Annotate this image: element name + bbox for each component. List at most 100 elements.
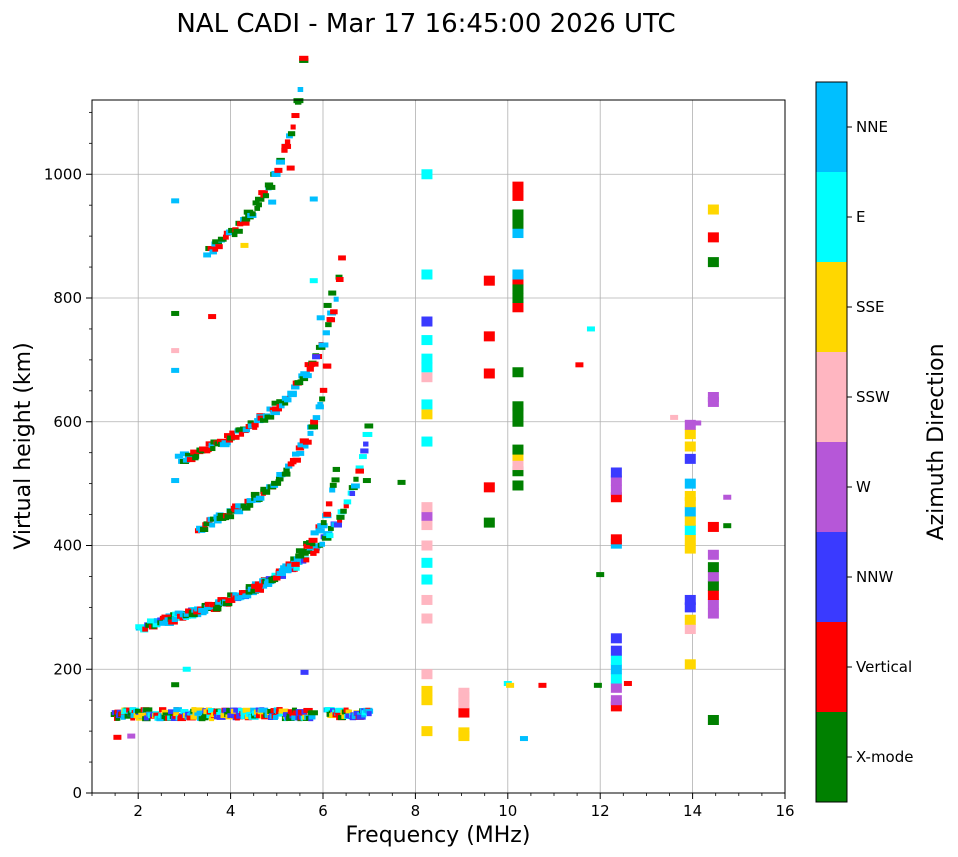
echo-mark — [246, 502, 254, 508]
echo-mark — [259, 417, 269, 423]
echo-mark — [232, 592, 238, 598]
echo-mark — [186, 457, 196, 463]
echo-mark — [586, 326, 595, 332]
echo-mark — [220, 713, 228, 719]
echo-mark — [251, 713, 257, 719]
echo-mark — [266, 406, 273, 412]
echo-mark — [216, 711, 224, 717]
echo-mark — [308, 714, 316, 720]
echo-mark — [281, 147, 288, 153]
echo-mark — [171, 616, 178, 622]
y-tick-label: 1000 — [44, 165, 82, 183]
echo-mark — [297, 379, 303, 385]
echo-mark — [421, 574, 433, 585]
echo-mark — [684, 534, 696, 545]
echo-mark — [421, 685, 433, 696]
echo-mark — [596, 572, 605, 578]
echo-mark — [707, 257, 719, 268]
echo-mark — [336, 514, 345, 520]
echo-mark — [610, 673, 622, 684]
echo-mark — [173, 711, 180, 717]
echo-mark — [345, 709, 353, 715]
echo-mark — [243, 593, 252, 599]
echo-mark — [206, 713, 212, 719]
echo-mark — [512, 228, 524, 239]
echo-mark — [152, 622, 161, 628]
echo-mark — [512, 218, 524, 229]
echo-mark — [421, 409, 433, 420]
echo-mark — [421, 372, 433, 383]
colorbar-swatch-nnw — [816, 532, 847, 622]
echo-mark — [291, 707, 297, 713]
echo-mark — [284, 139, 291, 145]
echo-mark — [421, 269, 433, 280]
echo-mark — [182, 666, 191, 672]
echo-mark — [161, 709, 170, 715]
echo-mark — [213, 606, 222, 612]
echo-mark — [512, 190, 524, 201]
echo-mark — [204, 601, 213, 607]
echo-mark — [707, 562, 719, 573]
echo-mark — [278, 568, 285, 574]
echo-mark — [319, 387, 328, 393]
echo-mark — [292, 457, 301, 463]
chart-title: NAL CADI - Mar 17 16:45:00 2026 UTC — [176, 9, 675, 39]
echo-mark — [458, 727, 470, 738]
echo-mark — [421, 510, 433, 521]
colorbar: X-mode Vertical NNW W SSW SSE E NNE — [815, 81, 913, 803]
echo-mark — [115, 715, 121, 721]
y-tick-label: 600 — [53, 413, 82, 431]
echo-mark — [330, 309, 338, 315]
echo-mark — [421, 316, 433, 327]
echo-mark — [275, 159, 286, 165]
echo-mark — [319, 396, 326, 402]
echo-mark — [310, 419, 319, 425]
echo-mark — [313, 548, 320, 554]
echo-mark — [610, 654, 622, 665]
colorbar-swatch-ssw — [816, 352, 847, 442]
echo-mark — [302, 373, 312, 379]
echo-mark — [309, 278, 318, 284]
colorbar-label-sse: SSE — [856, 298, 885, 316]
echo-mark — [670, 414, 679, 420]
echo-mark — [684, 659, 696, 670]
echo-mark — [174, 453, 183, 459]
echo-mark — [684, 543, 696, 554]
echo-mark — [273, 575, 281, 581]
echo-mark — [268, 199, 277, 205]
echo-mark — [275, 476, 284, 482]
echo-mark — [282, 400, 289, 406]
echo-mark — [421, 520, 433, 531]
echo-mark — [340, 508, 347, 514]
echo-mark — [575, 362, 584, 368]
x-tick-label: 16 — [775, 802, 794, 820]
echo-mark — [294, 99, 302, 105]
echo-mark — [203, 521, 212, 527]
y-axis-label: Virtual height (km) — [11, 342, 36, 549]
echo-mark — [229, 430, 235, 436]
echo-mark — [483, 331, 495, 342]
echo-mark — [130, 715, 136, 721]
echo-mark — [684, 594, 696, 605]
echo-mark — [279, 403, 285, 409]
echo-mark — [281, 143, 292, 149]
echo-mark — [200, 610, 207, 616]
echo-mark — [610, 701, 622, 712]
echo-mark — [364, 423, 374, 429]
y-tick-label: 0 — [72, 784, 82, 802]
echo-mark — [209, 249, 217, 255]
echo-mark — [215, 244, 223, 250]
echo-mark — [512, 466, 524, 477]
echo-mark — [538, 682, 547, 688]
echo-mark — [236, 713, 242, 719]
colorbar-label-ssw: SSW — [856, 388, 890, 406]
echo-mark — [185, 452, 195, 458]
echo-mark — [217, 236, 227, 242]
echo-mark — [320, 520, 327, 526]
echo-mark — [209, 522, 216, 528]
echo-mark — [143, 707, 153, 713]
echo-mark — [291, 384, 300, 390]
echo-mark — [332, 466, 341, 472]
echo-mark — [283, 467, 290, 473]
